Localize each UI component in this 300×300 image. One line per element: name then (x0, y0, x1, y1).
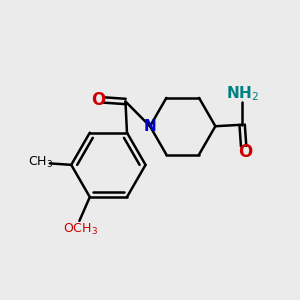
Text: OCH$_3$: OCH$_3$ (63, 222, 98, 237)
Text: N: N (144, 119, 156, 134)
Text: CH$_3$: CH$_3$ (28, 155, 53, 170)
Text: O: O (92, 91, 106, 109)
Text: O: O (238, 143, 252, 161)
Text: NH$_2$: NH$_2$ (226, 85, 259, 104)
